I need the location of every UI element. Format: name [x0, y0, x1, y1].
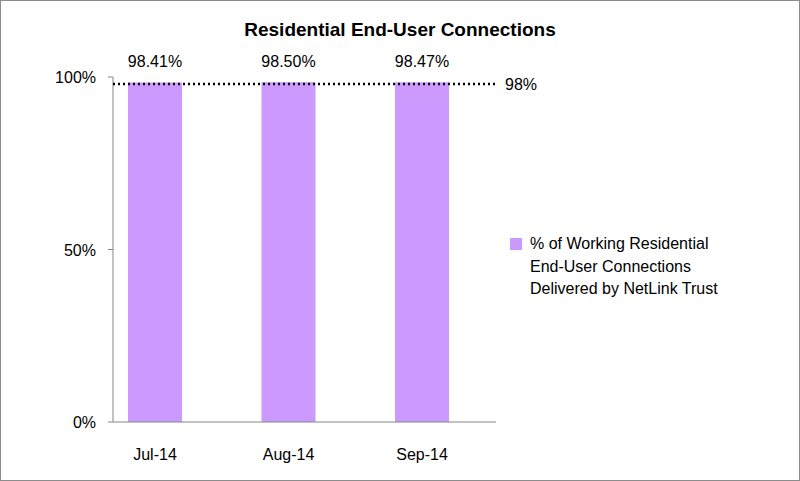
legend-line: Delivered by NetLink Trust: [530, 280, 718, 297]
x-tick-label: Jul-14: [133, 446, 177, 463]
data-label: 98.41%: [128, 53, 182, 70]
chart: Residential End-User Connections 0% 50% 100…: [0, 0, 800, 481]
data-label: 98.50%: [261, 53, 315, 70]
bar: [128, 82, 182, 422]
frame: [1, 1, 800, 481]
legend-line: End-User Connections: [530, 258, 691, 275]
title: Residential End-User Connections: [244, 19, 555, 40]
x-tick-label: Sep-14: [396, 446, 448, 463]
target-label: 98%: [505, 76, 537, 93]
y-tick: [108, 249, 113, 250]
y-tick: [108, 422, 113, 423]
legend-line: % of Working Residential: [530, 235, 708, 252]
bar: [395, 82, 449, 422]
y-tick-label: 0%: [73, 414, 96, 431]
target-line: [113, 83, 496, 86]
y-axis: [113, 77, 114, 422]
data-label: 98.47%: [395, 53, 449, 70]
x-tick-label: Aug-14: [263, 446, 315, 463]
legend-label: % of Working Residential End-User Connect…: [530, 235, 718, 297]
marks: [128, 82, 449, 422]
legend-swatch: [510, 238, 522, 250]
bar: [262, 82, 316, 422]
y-tick: [108, 77, 113, 78]
y-tick-label: 50%: [64, 242, 96, 259]
x-axis: [113, 422, 496, 423]
y-tick-label: 100%: [55, 69, 96, 86]
